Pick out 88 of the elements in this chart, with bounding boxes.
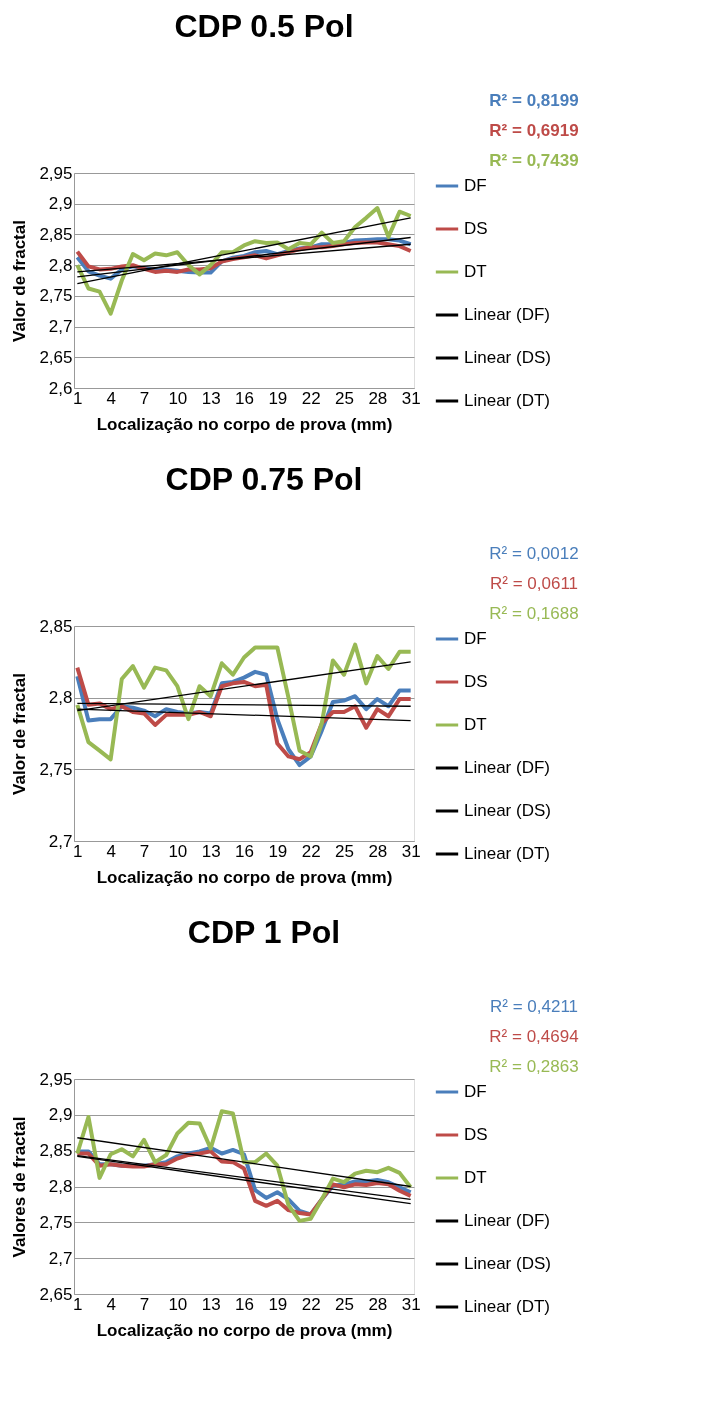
y-tick-label: 2,75: [39, 286, 73, 306]
legend-label: DS: [464, 672, 488, 691]
legend-label: Linear (DF): [464, 758, 550, 777]
x-tick-label: 7: [139, 841, 150, 861]
x-tick-label: 28: [368, 841, 388, 861]
legend-label: DS: [464, 1125, 488, 1144]
x-tick-label: 22: [301, 388, 321, 408]
legend-label: DS: [464, 219, 488, 238]
y-tick-label: 2,95: [39, 1069, 73, 1089]
legend-label: Linear (DF): [464, 1211, 550, 1230]
x-tick-label: 10: [168, 841, 188, 861]
x-tick-label: 25: [335, 1294, 354, 1314]
y-tick-label: 2,8: [48, 688, 73, 708]
x-tick-label: 16: [235, 1294, 254, 1314]
x-tick-label: 13: [201, 841, 221, 861]
y-tick-label: 2,6: [48, 378, 73, 398]
y-tick-label: 2,95: [39, 163, 73, 183]
text: R² = 0,7439: [489, 151, 579, 170]
y-tick-label: 2,85: [39, 616, 73, 636]
text: R² = 0,2863: [489, 1057, 579, 1076]
y-tick-label: 2,75: [39, 759, 73, 779]
y-axis-title: Valor de fractal: [10, 673, 30, 795]
x-tick-label: 22: [301, 1294, 321, 1314]
legend-label: Linear (DS): [464, 1254, 551, 1273]
x-tick-label: 10: [168, 388, 188, 408]
x-tick-label: 31: [401, 841, 421, 861]
y-axis-title: Valores de fractal: [10, 1116, 30, 1258]
x-tick-label: 1: [73, 1294, 83, 1314]
x-tick-label: 1: [73, 388, 83, 408]
x-tick-label: 19: [268, 1294, 288, 1314]
y-tick-label: 2,85: [39, 224, 73, 244]
x-tick-label: 28: [368, 1294, 388, 1314]
text: R² = 0,4211: [489, 997, 579, 1016]
y-tick-label: 2,75: [39, 1212, 73, 1232]
text: R² = 0,1688: [489, 604, 579, 623]
x-tick-label: 4: [106, 1294, 116, 1314]
x-tick-label: 31: [401, 1294, 421, 1314]
x-tick-label: 1: [73, 841, 83, 861]
chart-title: CDP 1 Pol: [187, 914, 341, 950]
text: R² = 0,8199: [489, 91, 579, 110]
x-tick-label: 25: [335, 841, 354, 861]
x-tick-label: 4: [106, 388, 116, 408]
y-tick-label: 2,65: [39, 1284, 73, 1304]
y-tick-label: 2,9: [48, 1105, 73, 1125]
y-tick-label: 2,85: [39, 1141, 73, 1161]
text: R² = 0,6919: [489, 121, 579, 140]
x-axis-title: Localização no corpo de prova (mm): [96, 867, 393, 887]
x-tick-label: 10: [168, 1294, 188, 1314]
x-tick-label: 16: [235, 841, 254, 861]
x-tick-label: 13: [201, 1294, 221, 1314]
x-tick-label: 25: [335, 388, 354, 408]
y-tick-label: 2,7: [48, 831, 73, 851]
legend-label: Linear (DF): [464, 305, 550, 324]
legend-label: Linear (DT): [464, 391, 550, 410]
text: R² = 0,0611: [489, 574, 579, 593]
y-tick-label: 2,65: [39, 347, 73, 367]
x-tick-label: 7: [139, 1294, 150, 1314]
legend-label: DT: [464, 715, 487, 734]
x-tick-label: 16: [235, 388, 254, 408]
y-tick-label: 2,7: [48, 317, 73, 337]
legend-label: DF: [464, 1082, 487, 1101]
x-tick-label: 19: [268, 841, 288, 861]
legend-label: DT: [464, 262, 487, 281]
x-tick-label: 22: [301, 841, 321, 861]
x-tick-label: 4: [106, 841, 116, 861]
y-tick-label: 2,7: [48, 1248, 73, 1268]
y-axis-title: Valor de fractal: [10, 220, 30, 342]
y-tick-label: 2,8: [48, 1177, 73, 1196]
chart-title: CDP 0.75 Pol: [165, 461, 363, 497]
legend-label: Linear (DS): [464, 801, 551, 820]
text: R² = 0,4694: [489, 1027, 579, 1046]
text: R² = 0,0012: [489, 544, 579, 563]
x-axis-title: Localização no corpo de prova (mm): [96, 1320, 393, 1340]
x-tick-label: 13: [201, 388, 221, 408]
legend-label: Linear (DT): [464, 844, 550, 863]
y-tick-label: 2,8: [48, 255, 73, 275]
x-tick-label: 7: [139, 388, 150, 408]
chart-title: CDP 0.5 Pol: [174, 8, 354, 44]
legend-label: DT: [464, 1168, 487, 1187]
legend-label: DF: [464, 176, 487, 195]
legend-label: Linear (DT): [464, 1297, 550, 1316]
legend-label: Linear (DS): [464, 348, 551, 367]
x-tick-label: 28: [368, 388, 388, 408]
legend-label: DF: [464, 629, 487, 648]
y-tick-label: 2,9: [48, 194, 73, 214]
x-axis-title: Localização no corpo de prova (mm): [96, 414, 393, 434]
x-tick-label: 31: [401, 388, 421, 408]
x-tick-label: 19: [268, 388, 288, 408]
